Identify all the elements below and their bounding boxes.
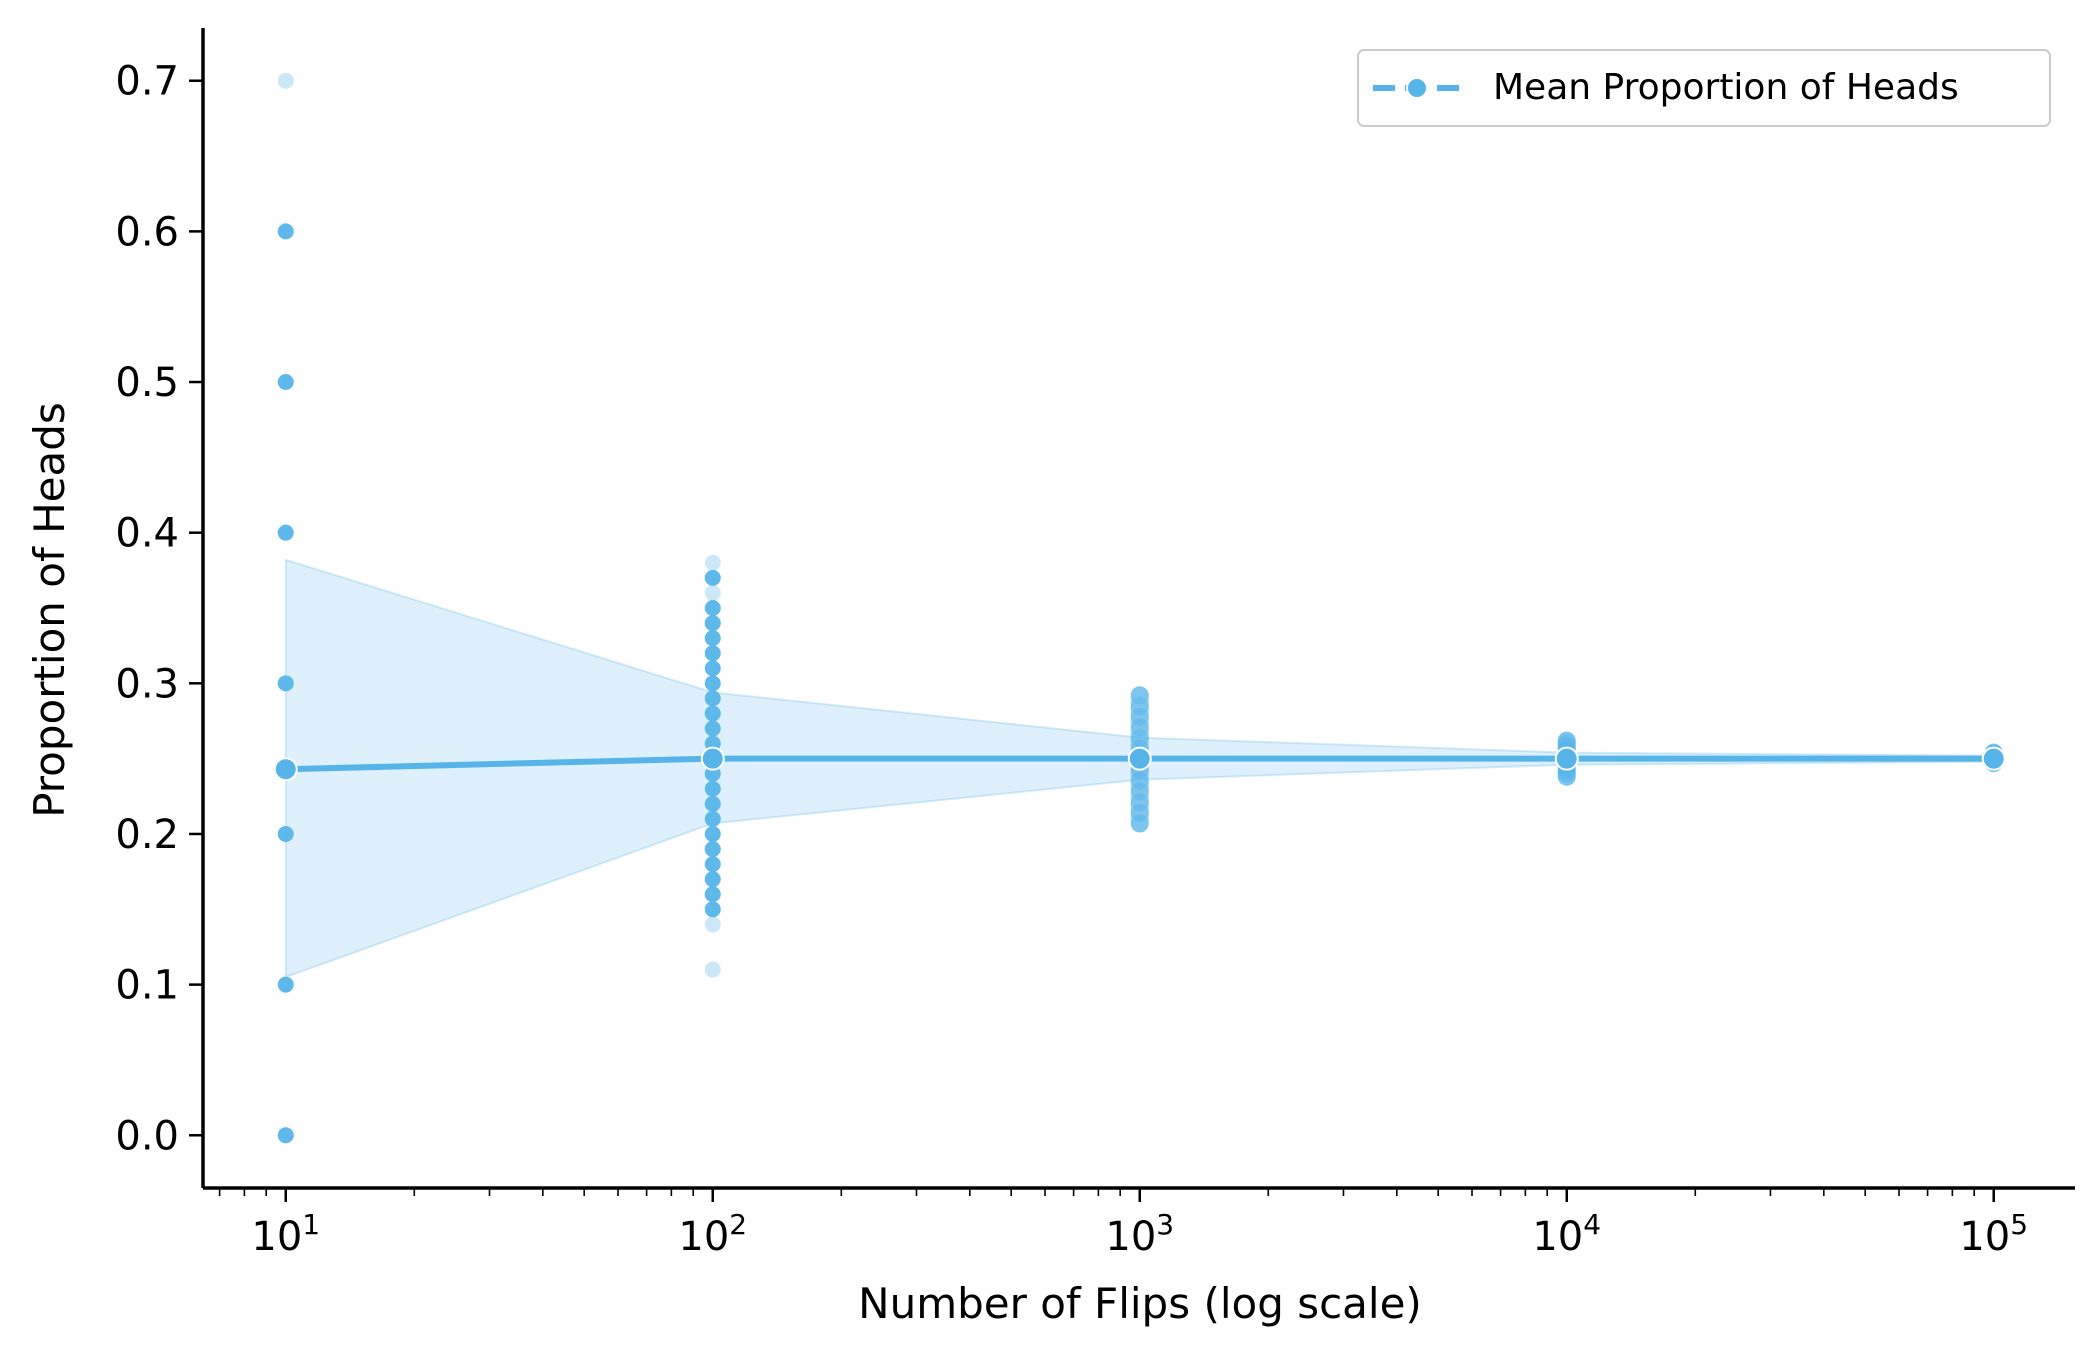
trial-point bbox=[704, 856, 721, 873]
trial-points-layer bbox=[277, 72, 2003, 1144]
legend-box bbox=[1357, 49, 2051, 127]
trial-point bbox=[277, 223, 294, 240]
trial-point bbox=[704, 720, 721, 737]
x-axis-title: Number of Flips (log scale) bbox=[858, 1279, 1422, 1328]
trial-point bbox=[704, 705, 721, 722]
trial-point bbox=[704, 901, 721, 918]
y-tick-label: 0.1 bbox=[115, 963, 179, 1009]
y-tick-label: 0.2 bbox=[115, 812, 179, 858]
trial-point bbox=[704, 645, 721, 662]
x-tick-label: 105 bbox=[1959, 1208, 2028, 1260]
x-tick-label: 104 bbox=[1532, 1208, 1601, 1260]
trial-point bbox=[704, 569, 721, 586]
trial-point bbox=[704, 675, 721, 692]
mean-marker bbox=[1554, 746, 1579, 771]
trial-point bbox=[704, 871, 721, 888]
y-tick-label: 0.3 bbox=[115, 661, 179, 707]
trial-point-outlier bbox=[704, 961, 721, 978]
trial-point bbox=[704, 841, 721, 858]
y-tick-label: 0.4 bbox=[115, 511, 179, 557]
y-axis-title: Proportion of Heads bbox=[25, 402, 74, 818]
trial-point bbox=[704, 690, 721, 707]
ticks-layer: 0.0 0.1 0.2 0.3 0.4 0.5 0.6 0.7 101 102 103 104 105 bbox=[115, 59, 2028, 1260]
trial-point-outlier bbox=[704, 916, 721, 933]
mean-marker bbox=[1127, 746, 1152, 771]
trial-point bbox=[704, 615, 721, 632]
mean-marker bbox=[273, 757, 298, 782]
y-tick-label: 0.0 bbox=[115, 1113, 179, 1159]
legend-label: Mean Proportion of Heads bbox=[1493, 67, 1959, 108]
legend-line-marker bbox=[1373, 77, 1461, 99]
trial-point bbox=[1130, 686, 1149, 705]
mean-marker bbox=[1981, 746, 2006, 771]
trial-point bbox=[277, 524, 294, 541]
trial-point-outlier bbox=[704, 584, 721, 601]
x-tick-label: 101 bbox=[251, 1208, 320, 1260]
legend-marker-dot bbox=[1406, 77, 1428, 99]
trial-point bbox=[277, 825, 294, 842]
trial-point bbox=[704, 795, 721, 812]
trial-point bbox=[277, 675, 294, 692]
trial-point bbox=[704, 630, 721, 647]
trial-point-outlier bbox=[704, 554, 721, 571]
trial-point bbox=[704, 660, 721, 677]
trial-point bbox=[1557, 731, 1576, 750]
trial-point bbox=[277, 976, 294, 993]
trial-point bbox=[704, 886, 721, 903]
x-tick-label: 102 bbox=[678, 1208, 747, 1260]
axes bbox=[201, 28, 2075, 1190]
y-tick-label: 0.7 bbox=[115, 59, 179, 105]
trial-point bbox=[277, 1127, 294, 1144]
legend: Mean Proportion of Heads bbox=[1357, 49, 2051, 127]
mean-line-layer bbox=[273, 746, 2006, 782]
trial-point bbox=[704, 780, 721, 797]
trial-point-outlier bbox=[277, 72, 294, 89]
trial-point bbox=[704, 825, 721, 842]
y-tick-label: 0.5 bbox=[115, 360, 179, 406]
x-tick-label: 103 bbox=[1105, 1208, 1174, 1260]
y-tick-label: 0.6 bbox=[115, 209, 179, 255]
trial-point bbox=[277, 374, 294, 391]
mean-marker bbox=[700, 746, 725, 771]
trial-point bbox=[704, 810, 721, 827]
trial-point bbox=[704, 600, 721, 616]
